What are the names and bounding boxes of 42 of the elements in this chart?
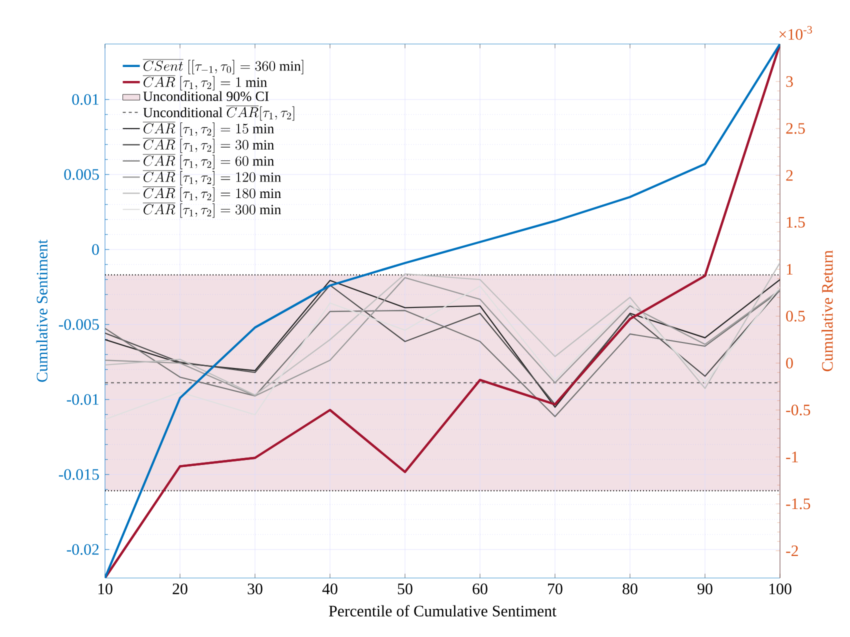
y-tick-label: 0 (92, 244, 99, 255)
y-tick-label: 0.005 (64, 169, 99, 180)
y-axis-title: Cumulative Sentiment (36, 240, 48, 382)
x-tick-label: 90 (698, 584, 712, 594)
y2-tick-label: 1.5 (786, 216, 805, 228)
x-tick-label: 20 (172, 584, 188, 594)
legend-label: $\overline{CAR}\ [\tau_1,\tau_2]=30\ \mathrm{min}$ (142, 138, 274, 154)
y2-tick-label: 2 (786, 170, 793, 181)
x-tick-label: 80 (622, 584, 638, 594)
x-tick-label: 30 (248, 584, 262, 594)
y2-tick-label: 0.5 (786, 310, 805, 322)
x-tick-label: 70 (548, 584, 562, 594)
y2-axis-title: Cumulative Return (822, 250, 833, 372)
y-tick-label: 0.01 (72, 94, 99, 105)
y-tick-label: -0.02 (66, 544, 99, 555)
y2-tick-label: 0 (786, 358, 793, 368)
y2-tick-label: 3 (786, 76, 793, 87)
x-tick-label: 100 (769, 584, 792, 594)
x-tick-label: 50 (398, 584, 412, 594)
y2-tick-label: -1.5 (786, 498, 810, 510)
x-tick-label: 60 (472, 584, 488, 594)
y-tick-label: -0.005 (58, 319, 99, 330)
x-tick-label: 10 (98, 584, 112, 594)
x-tick-label: 40 (322, 584, 338, 594)
x-axis-title: Percentile of Cumulative Sentiment (328, 605, 556, 616)
y2-tick-label: -0.5 (786, 404, 810, 416)
y-tick-label: -0.015 (58, 469, 99, 480)
legend-label: $\overline{CAR}\ [\tau_1,\tau_2]=300\ \mathrm{min}$ (142, 202, 281, 218)
legend-label: $\overline{CAR}\ [\tau_1,\tau_2]=120\ \mathrm{min}$ (142, 170, 281, 186)
text: ×10$^{-3}$ (779, 26, 812, 40)
legend-label: $\mathrm{Unconditional}\ \overline{CAR}[\tau_1,\tau_2]$ (143, 106, 294, 121)
legend-label: $\overline{CAR}\ [\tau_1,\tau_2]=15\ \mathrm{min}$ (142, 122, 274, 137)
legend-label: $\overline{CAR}\ [\tau_1,\tau_2]=180\ \mathrm{min}$ (142, 186, 281, 202)
legend-label: $\overline{CSent}\ [[\tau_{-1},\tau_0]=360\ \mathrm{min}]$ (142, 59, 304, 74)
y2-tick-label: -1 (786, 452, 798, 462)
legend-label: $\mathrm{Unconditional\ 90\%\ CI}$ (143, 91, 269, 102)
y2-tick-label: 1 (786, 264, 793, 274)
legend-label: $\overline{CAR}\ [\tau_1,\tau_2]=1\ \mathrm{min}$ (142, 76, 267, 90)
y-tick-label: -0.01 (66, 394, 99, 405)
y2-tick-label: 2.5 (786, 123, 805, 134)
legend-label: $\overline{CAR}\ [\tau_1,\tau_2]=60\ \mathrm{min}$ (142, 154, 274, 170)
y2-tick-label: -2 (786, 546, 798, 556)
